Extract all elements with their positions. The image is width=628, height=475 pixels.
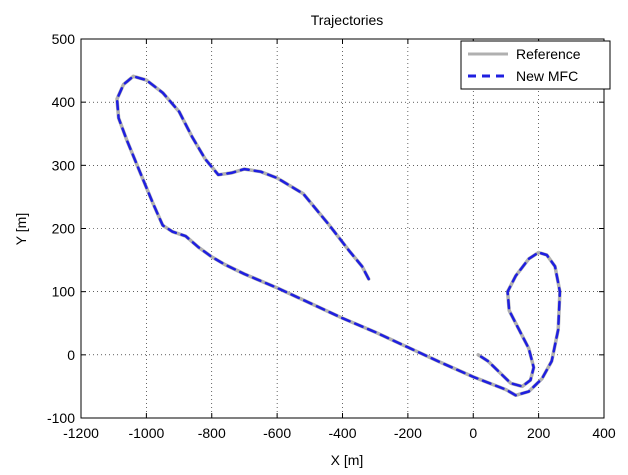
y-tick-label: 0 — [67, 347, 75, 363]
legend-label-reference: Reference — [516, 46, 581, 62]
y-tick-label: 100 — [52, 284, 76, 300]
legend-label-new-mfc: New MFC — [516, 68, 578, 84]
x-tick-label: -1000 — [128, 425, 164, 441]
chart-title: Trajectories — [311, 12, 384, 28]
legend: Reference New MFC — [460, 40, 611, 90]
y-tick-label: 300 — [52, 157, 76, 173]
x-tick-label: -800 — [198, 425, 226, 441]
x-tick-label: -200 — [394, 425, 422, 441]
x-tick-label: -400 — [328, 425, 356, 441]
x-tick-label: 0 — [469, 425, 477, 441]
x-tick-label: -600 — [263, 425, 291, 441]
y-tick-label: 400 — [52, 94, 76, 110]
x-tick-label: -1200 — [63, 425, 99, 441]
x-axis-label: X [m] — [331, 452, 364, 468]
x-tick-label: 400 — [592, 425, 616, 441]
y-axis-label: Y [m] — [13, 213, 29, 245]
y-tick-label: 500 — [52, 31, 76, 47]
series-line-new-mfc — [115, 75, 562, 397]
series-layer — [115, 74, 562, 398]
y-tick-label: 200 — [52, 221, 76, 237]
axis-ticks: -1200 -1000 -800 -600 -400 -200 0 200 400-100010… — [47, 31, 616, 441]
legend-box — [460, 40, 611, 90]
x-tick-label: 200 — [527, 425, 551, 441]
y-tick-label: -100 — [47, 410, 75, 426]
